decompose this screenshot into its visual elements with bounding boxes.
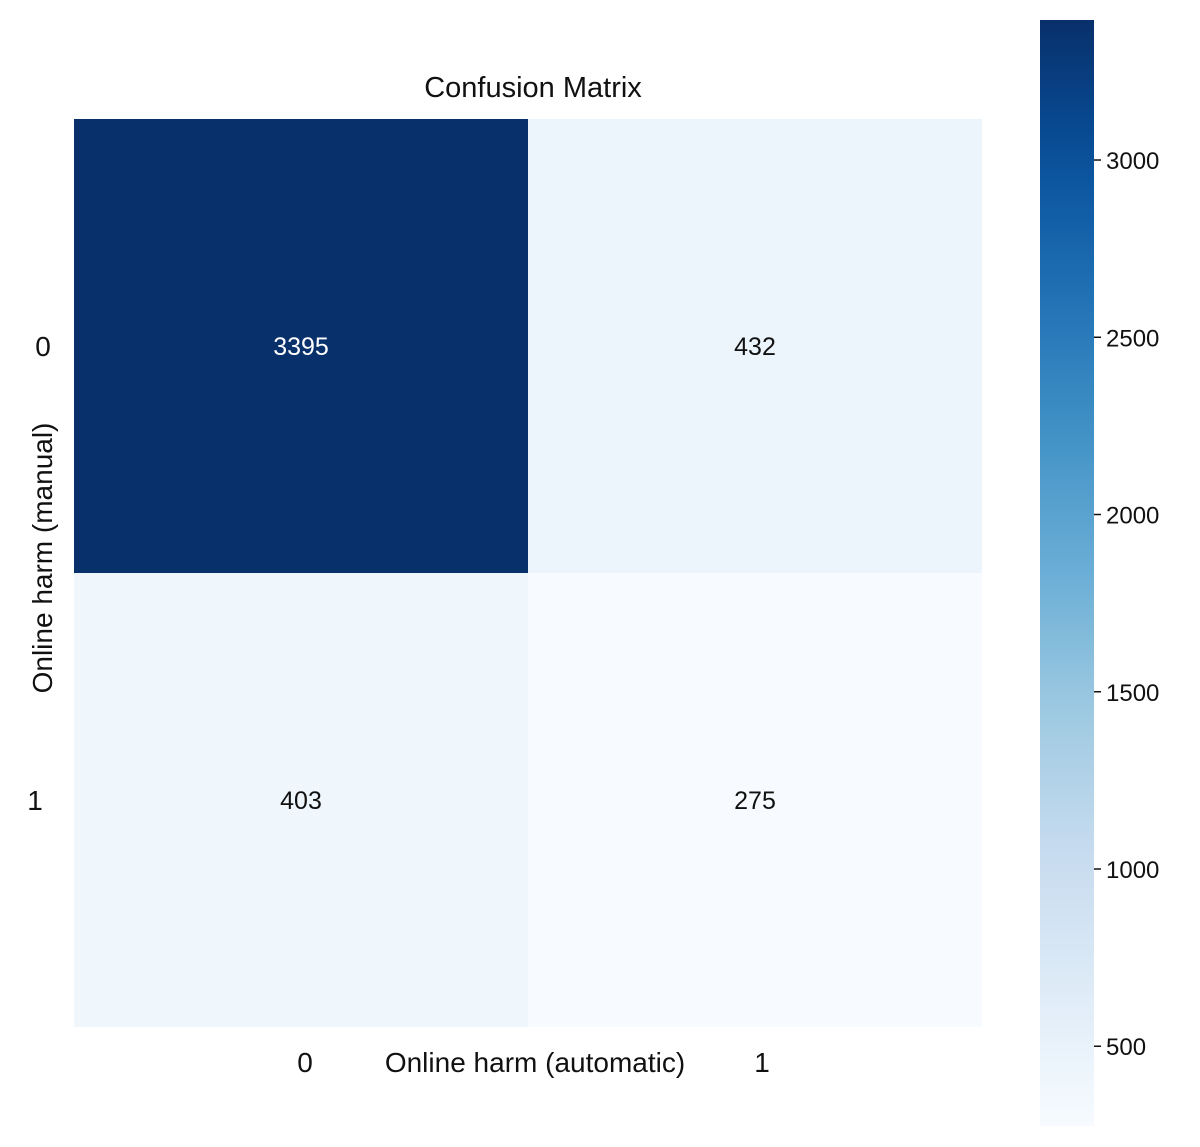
y-tick-label-1: 1 — [27, 785, 43, 816]
colorbar-tick-label-3000: 3000 — [1106, 148, 1159, 175]
colorbar-tick-label-500: 500 — [1106, 1034, 1146, 1061]
cell-value-label-1-0: 403 — [280, 787, 322, 815]
chart-title: Confusion Matrix — [424, 72, 642, 104]
colorbar-tick-label-1000: 1000 — [1106, 857, 1159, 884]
colorbar-tick-label-1500: 1500 — [1106, 680, 1159, 707]
colorbar-tick-label-2000: 2000 — [1106, 503, 1159, 530]
heatmap-cell-0-0 — [74, 119, 528, 573]
colorbar-tick-label-2500: 2500 — [1106, 325, 1159, 352]
x-tick-label-1: 1 — [754, 1047, 770, 1078]
cell-value-label-1-1: 275 — [734, 787, 776, 815]
cell-value-label-0-1: 432 — [734, 333, 776, 361]
y-axis-label: Online harm (manual) — [27, 423, 58, 694]
cell-value-label-0-0: 3395 — [273, 333, 329, 361]
x-tick-label-0: 0 — [297, 1047, 313, 1078]
colorbar — [1040, 20, 1094, 1126]
heatmap-cells — [74, 119, 982, 1027]
cell-value-labels: 3395 432 403 275 — [273, 333, 776, 815]
x-axis-label: Online harm (automatic) — [385, 1047, 685, 1078]
y-axis-tick-labels: 01 — [27, 331, 51, 816]
heatmap-cell-1-1 — [528, 573, 982, 1027]
colorbar-ticks: 500 1000 1500 2000 2500 3000 — [1094, 148, 1159, 1061]
y-tick-label-0: 0 — [35, 331, 51, 362]
heatmap-cell-0-1 — [528, 119, 982, 573]
heatmap-cell-1-0 — [74, 573, 528, 1027]
